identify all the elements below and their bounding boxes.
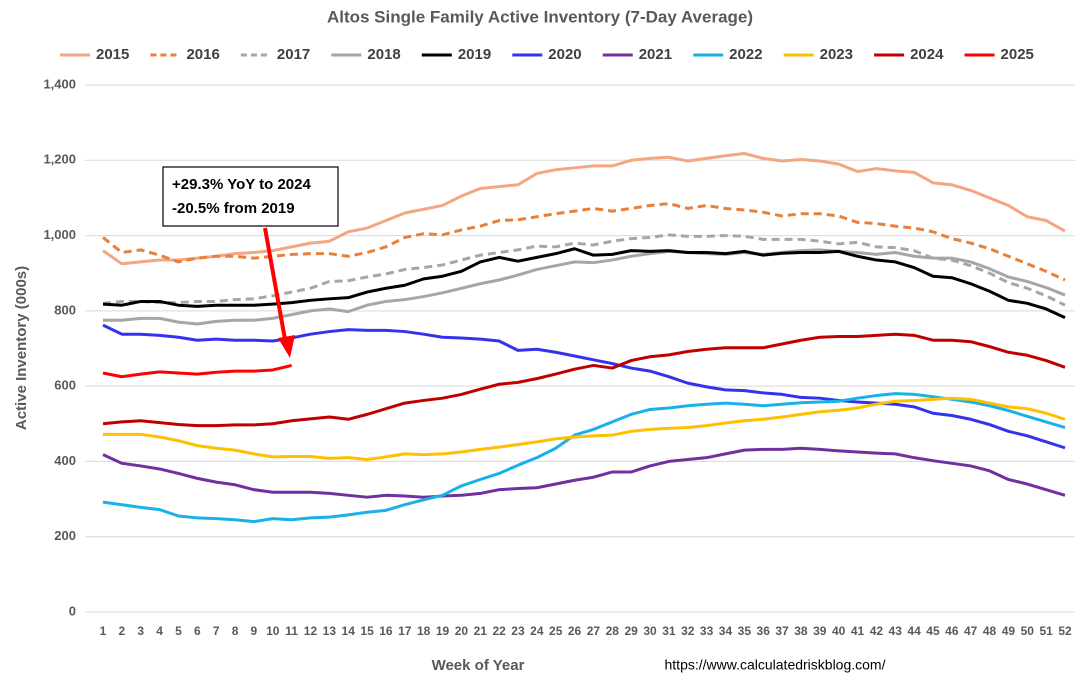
legend-label: 2021 xyxy=(639,46,672,63)
x-tick-label: 43 xyxy=(889,624,903,638)
x-tick-label: 14 xyxy=(342,624,356,638)
x-tick-label: 11 xyxy=(285,624,298,638)
y-tick-label: 1,000 xyxy=(43,227,76,242)
x-tick-label: 35 xyxy=(738,624,752,638)
line xyxy=(102,202,1066,282)
x-tick-label: 27 xyxy=(587,624,601,638)
y-tick-label: 600 xyxy=(54,378,76,393)
x-tick-label: 46 xyxy=(945,624,959,638)
x-tick-label: 36 xyxy=(757,624,771,638)
x-tick-label: 1 xyxy=(100,624,107,638)
legend-label: 2019 xyxy=(458,46,491,63)
x-tick-label: 23 xyxy=(511,624,525,638)
x-tick-label: 2 xyxy=(119,624,126,638)
x-tick-label: 30 xyxy=(643,624,657,638)
x-tick-label: 40 xyxy=(832,624,846,638)
x-tick-label: 48 xyxy=(983,624,997,638)
x-tick-label: 50 xyxy=(1021,624,1035,638)
chart-title: Altos Single Family Active Inventory (7-… xyxy=(327,7,753,26)
x-tick-label: 12 xyxy=(304,624,318,638)
x-tick-label: 15 xyxy=(360,624,374,638)
y-tick-label: 200 xyxy=(54,528,76,543)
x-tick-label: 45 xyxy=(926,624,940,638)
line xyxy=(102,332,1066,428)
x-tick-label: 32 xyxy=(681,624,695,638)
x-tick-label: 31 xyxy=(662,624,676,638)
x-tick-label: 19 xyxy=(436,624,450,638)
x-tick-label: 42 xyxy=(870,624,884,638)
legend-label: 2016 xyxy=(186,46,219,63)
legend-label: 2024 xyxy=(910,46,944,63)
y-tick-label: 1,200 xyxy=(43,152,76,167)
line xyxy=(102,323,1066,450)
x-tick-label: 52 xyxy=(1058,624,1072,638)
y-axis-label: Active Inventory (000s) xyxy=(13,266,30,430)
x-tick-label: 38 xyxy=(794,624,808,638)
x-tick-label: 5 xyxy=(175,624,182,638)
x-tick-label: 34 xyxy=(719,624,733,638)
line xyxy=(102,233,1066,307)
x-tick-label: 26 xyxy=(568,624,582,638)
line xyxy=(102,392,1066,524)
legend-label: 2015 xyxy=(96,46,129,63)
line xyxy=(102,152,1066,266)
legend-label: 2025 xyxy=(1001,46,1034,63)
x-tick-label: 37 xyxy=(775,624,789,638)
arrow-head xyxy=(278,335,295,358)
y-tick-label: 0 xyxy=(69,603,76,618)
x-tick-label: 7 xyxy=(213,624,220,638)
x-tick-label: 24 xyxy=(530,624,544,638)
x-tick-label: 25 xyxy=(549,624,563,638)
x-tick-label: 9 xyxy=(251,624,258,638)
line xyxy=(103,248,1066,326)
x-tick-label: 20 xyxy=(455,624,469,638)
y-tick-label: 400 xyxy=(54,453,76,468)
x-tick-label: 33 xyxy=(700,624,714,638)
x-tick-label: 3 xyxy=(137,624,144,638)
legend-label: 2020 xyxy=(548,46,581,63)
legend-label: 2018 xyxy=(367,46,400,63)
line xyxy=(102,446,1066,499)
line xyxy=(103,396,1066,462)
annotation-box xyxy=(162,166,339,227)
x-tick-label: 51 xyxy=(1039,624,1053,638)
line xyxy=(102,247,1066,319)
x-tick-label: 17 xyxy=(398,624,412,638)
x-tick-label: 10 xyxy=(266,624,280,638)
x-tick-label: 21 xyxy=(474,624,488,638)
x-tick-label: 18 xyxy=(417,624,431,638)
annotation: +29.3% YoY to 2024 xyxy=(172,176,311,193)
y-tick-label: 1,400 xyxy=(43,76,76,91)
annotation: -20.5% from 2019 xyxy=(172,200,295,217)
arrow xyxy=(263,227,288,346)
x-tick-label: 39 xyxy=(813,624,827,638)
y-tick-label: 800 xyxy=(54,302,76,317)
line xyxy=(102,363,292,379)
legend-label: 2022 xyxy=(729,46,762,63)
legend-label: 2017 xyxy=(277,46,310,63)
x-tick-label: 22 xyxy=(492,624,506,638)
legend-label: 2023 xyxy=(820,46,853,63)
x-tick-label: 8 xyxy=(232,624,239,638)
x-tick-label: 29 xyxy=(624,624,638,638)
x-tick-label: 4 xyxy=(156,624,163,638)
x-tick-label: 13 xyxy=(323,624,337,638)
x-tick-label: 28 xyxy=(606,624,620,638)
x-tick-label: 47 xyxy=(964,624,978,638)
x-axis-label: Week of Year xyxy=(432,657,525,674)
x-tick-label: 6 xyxy=(194,624,201,638)
source: https://www.calculatedriskblog.com/ xyxy=(665,657,886,673)
x-tick-label: 44 xyxy=(907,624,921,638)
x-tick-label: 49 xyxy=(1002,624,1016,638)
x-tick-label: 16 xyxy=(379,624,393,638)
x-tick-label: 41 xyxy=(851,624,865,638)
